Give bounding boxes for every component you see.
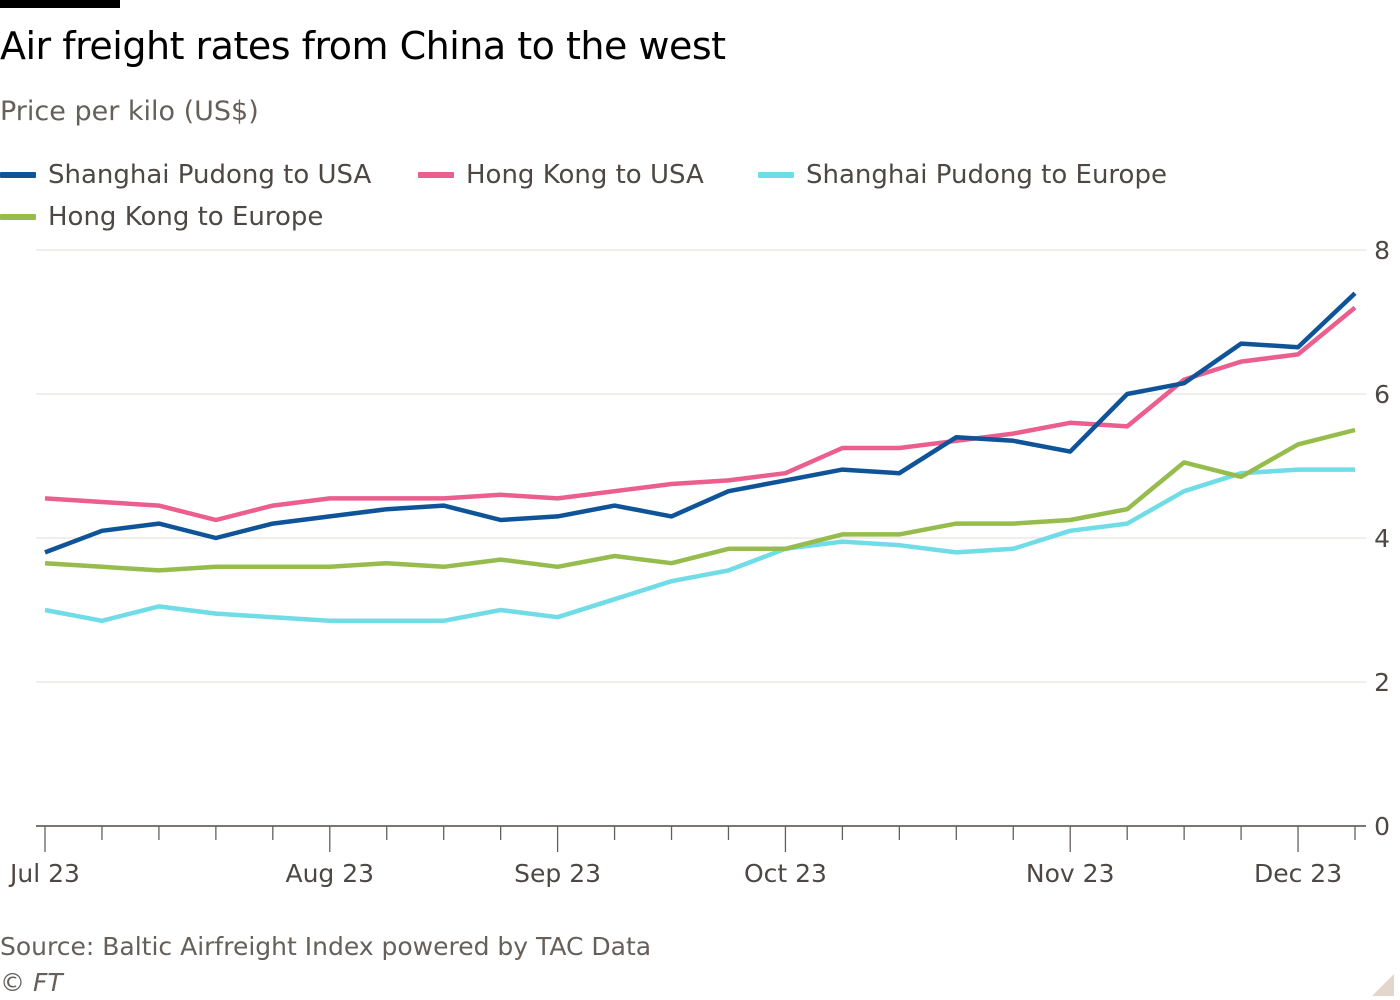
legend-item-shanghai-europe: Shanghai Pudong to Europe	[758, 160, 1167, 190]
y-tick-label: 0	[1374, 812, 1390, 841]
legend-item-hongkong-europe: Hong Kong to Europe	[0, 202, 323, 232]
corner-mark	[1372, 974, 1394, 996]
x-tick-label: Nov 23	[1026, 859, 1115, 888]
y-tick-label: 6	[1374, 380, 1390, 409]
legend-label: Shanghai Pudong to USA	[48, 160, 372, 190]
x-tick-label: Dec 23	[1254, 859, 1342, 888]
series-line-shanghai-pudong-to-usa	[44, 291, 1357, 555]
y-tick-label: 4	[1374, 524, 1390, 553]
chart-subtitle: Price per kilo (US$)	[0, 96, 259, 127]
y-tick-label: 8	[1374, 236, 1390, 265]
legend-swatch	[418, 172, 454, 178]
legend-swatch	[0, 172, 36, 178]
legend-item-hongkong-usa: Hong Kong to USA	[418, 160, 704, 190]
legend-swatch	[0, 214, 36, 220]
legend-swatch	[758, 172, 794, 178]
source-note: Source: Baltic Airfreight Index powered …	[0, 932, 652, 961]
copyright-note: © FT	[0, 968, 63, 997]
series-line-shanghai-pudong-to-europe	[44, 467, 1355, 624]
legend-label: Hong Kong to USA	[466, 160, 704, 190]
x-tick-label: Sep 23	[514, 859, 601, 888]
legend-label: Shanghai Pudong to Europe	[806, 160, 1167, 190]
chart-title: Air freight rates from China to the west	[0, 24, 726, 68]
y-tick-label: 2	[1374, 668, 1390, 697]
x-tick-label: Aug 23	[285, 859, 374, 888]
legend-label: Hong Kong to Europe	[48, 202, 324, 232]
legend-item-shanghai-usa: Shanghai Pudong to USA	[0, 160, 371, 190]
legend: Shanghai Pudong to USA Hong Kong to USA …	[0, 156, 1380, 240]
line-chart: 0 2 4 6 8 Jul 23 Aug 23 Sep 23 Oct 23 Nov 23 Dec 2…	[8, 236, 1390, 888]
x-tick-label: Jul 23	[8, 859, 80, 888]
series-line-hong-kong-to-usa	[44, 305, 1357, 523]
x-tick-label: Oct 23	[744, 859, 827, 888]
brand-bar	[0, 0, 120, 8]
series-line-hong-kong-to-europe	[44, 427, 1356, 573]
